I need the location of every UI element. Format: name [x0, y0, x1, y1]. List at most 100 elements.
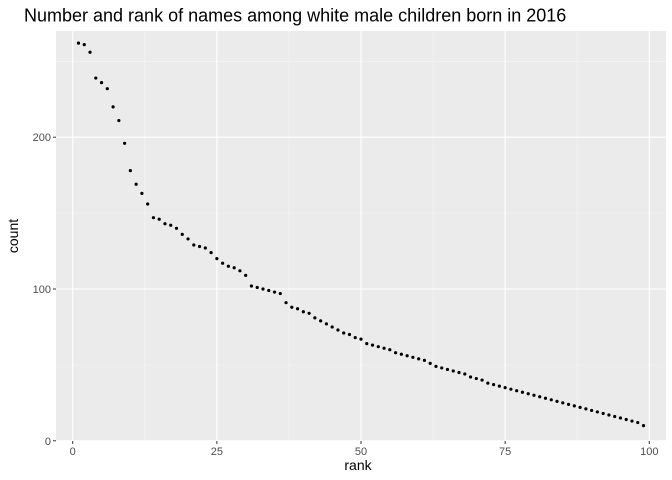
data-point — [186, 237, 190, 241]
data-point — [290, 305, 294, 309]
data-point — [123, 141, 127, 145]
data-point — [538, 395, 542, 399]
data-point — [353, 335, 357, 340]
y-tick-label: 200 — [33, 132, 51, 144]
x-tick-label: 75 — [499, 446, 511, 458]
data-point — [613, 414, 617, 419]
data-point — [244, 273, 248, 277]
data-point — [561, 401, 565, 405]
data-point — [324, 322, 329, 326]
data-point — [261, 287, 265, 291]
data-point — [146, 202, 150, 206]
data-point — [272, 290, 277, 294]
chart-title: Number and rank of names among white mal… — [24, 6, 566, 26]
data-point — [232, 266, 236, 270]
data-point — [255, 285, 259, 290]
data-point — [618, 416, 623, 420]
data-point — [140, 191, 144, 195]
data-point — [590, 408, 594, 413]
data-point — [88, 50, 92, 54]
data-point — [607, 413, 611, 417]
data-point — [336, 328, 340, 332]
data-point — [468, 375, 473, 379]
x-axis-title: rank — [344, 457, 372, 473]
data-point — [278, 291, 282, 296]
data-point — [94, 76, 98, 80]
data-point — [342, 331, 346, 335]
data-point — [313, 316, 317, 320]
data-point — [480, 378, 484, 382]
data-point — [457, 370, 461, 375]
data-point — [497, 384, 501, 388]
data-point — [359, 337, 363, 341]
data-point — [451, 369, 455, 373]
data-point — [532, 393, 536, 397]
data-point — [82, 43, 86, 47]
data-point — [330, 325, 334, 329]
data-point — [105, 87, 109, 91]
data-point — [157, 217, 161, 221]
data-point — [197, 244, 202, 249]
x-tick-label: 100 — [640, 446, 658, 458]
data-point — [319, 319, 323, 323]
data-point — [393, 351, 398, 355]
data-point — [578, 405, 582, 409]
data-point — [99, 81, 104, 85]
data-point — [221, 261, 225, 265]
data-point — [174, 226, 179, 230]
data-points — [76, 41, 646, 428]
data-point — [128, 169, 132, 173]
data-point — [515, 389, 519, 393]
data-point — [117, 118, 121, 123]
y-tick-label: 0 — [45, 436, 51, 448]
data-point — [411, 355, 415, 359]
data-point — [215, 257, 219, 261]
data-point — [428, 361, 432, 365]
data-point — [503, 386, 507, 390]
data-point — [486, 381, 490, 385]
data-point — [370, 343, 375, 347]
data-point — [226, 264, 230, 268]
data-point — [555, 399, 559, 403]
data-point — [238, 269, 242, 273]
y-tick-label: 100 — [33, 284, 51, 296]
data-point — [520, 390, 525, 394]
data-point — [572, 404, 576, 408]
data-point — [601, 411, 605, 416]
data-point — [382, 346, 386, 350]
major-gridlines — [56, 31, 666, 442]
data-point — [405, 354, 409, 358]
data-point — [376, 345, 380, 349]
data-point — [347, 332, 352, 337]
data-point — [566, 402, 571, 406]
data-point — [641, 423, 646, 428]
data-point — [267, 288, 271, 293]
data-point — [209, 250, 213, 255]
x-axis-ticks: 0 25 50 75 100 — [70, 441, 658, 458]
data-point — [388, 348, 392, 352]
data-point — [192, 243, 196, 247]
data-point — [284, 301, 288, 305]
data-point — [440, 366, 444, 370]
data-point — [111, 105, 115, 109]
data-point — [595, 410, 599, 414]
data-point — [163, 222, 167, 226]
data-point — [509, 387, 513, 391]
data-point — [180, 232, 184, 236]
y-axis-title: count — [5, 219, 21, 253]
data-point — [249, 284, 254, 288]
data-point — [169, 223, 173, 227]
data-point — [151, 216, 156, 220]
data-point — [307, 311, 311, 315]
data-point — [463, 372, 467, 376]
data-point — [549, 398, 553, 402]
data-point — [543, 396, 548, 400]
x-tick-label: 0 — [70, 446, 76, 458]
data-point — [584, 407, 588, 411]
data-point — [203, 246, 207, 250]
data-point — [434, 364, 438, 369]
data-point — [134, 182, 138, 186]
data-point — [624, 417, 628, 422]
x-tick-label: 25 — [211, 446, 223, 458]
